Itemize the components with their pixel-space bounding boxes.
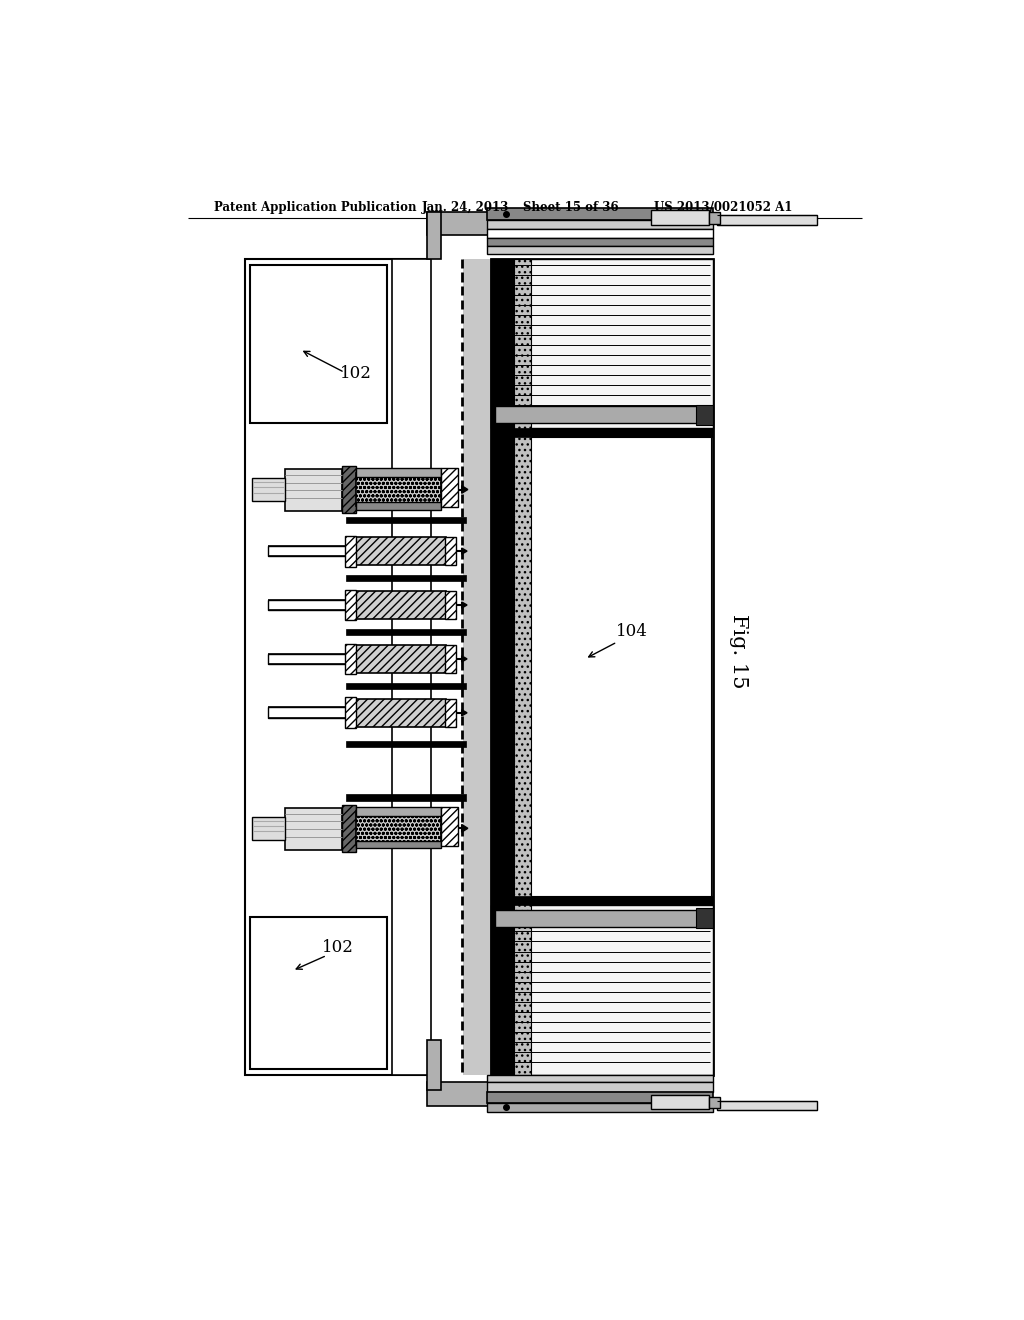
Bar	[267, 653, 444, 664]
Bar	[346, 741, 466, 747]
Bar	[427, 1040, 441, 1090]
Bar	[695, 405, 713, 425]
Bar	[252, 817, 285, 840]
Bar	[487, 1074, 713, 1082]
Bar	[487, 220, 713, 230]
Bar	[651, 210, 709, 226]
Bar	[427, 1082, 499, 1105]
Bar	[356, 841, 441, 849]
Bar	[487, 209, 713, 220]
Bar	[342, 805, 356, 853]
Polygon shape	[462, 548, 467, 554]
Bar	[245, 259, 429, 1074]
Bar	[444, 591, 457, 619]
Bar	[487, 230, 713, 239]
Bar	[285, 469, 342, 511]
Text: Patent Application Publication: Patent Application Publication	[214, 201, 416, 214]
Bar	[487, 1104, 713, 1113]
Bar	[250, 917, 387, 1069]
Bar	[392, 259, 431, 1074]
Bar	[356, 473, 441, 507]
Bar	[427, 213, 441, 259]
Bar	[356, 807, 441, 816]
Bar	[709, 1097, 720, 1107]
Bar	[490, 896, 713, 906]
Bar	[267, 599, 444, 610]
Polygon shape	[462, 710, 467, 715]
Bar	[487, 1092, 713, 1104]
Bar	[354, 537, 446, 565]
Bar	[354, 700, 446, 726]
Bar	[709, 211, 720, 224]
Bar	[487, 1082, 713, 1092]
Bar	[250, 264, 387, 422]
Bar	[267, 708, 444, 718]
Bar	[427, 213, 499, 235]
Bar	[346, 576, 466, 581]
Bar	[342, 466, 356, 513]
Bar	[490, 906, 713, 1074]
Text: 104: 104	[615, 623, 647, 640]
Polygon shape	[462, 656, 467, 663]
Bar	[495, 909, 709, 927]
Text: US 2013/0021052 A1: US 2013/0021052 A1	[654, 201, 793, 214]
Polygon shape	[462, 486, 468, 494]
Bar	[495, 407, 709, 424]
Bar	[651, 1096, 709, 1109]
Bar	[487, 239, 713, 246]
Bar	[346, 795, 466, 800]
Bar	[695, 908, 713, 928]
Text: Jan. 24, 2013: Jan. 24, 2013	[422, 201, 509, 214]
Polygon shape	[462, 602, 467, 609]
Text: 102: 102	[340, 364, 372, 381]
Bar	[444, 537, 457, 565]
Bar	[490, 259, 713, 428]
Bar	[346, 682, 466, 689]
Bar	[493, 437, 711, 896]
Bar	[354, 645, 446, 673]
Bar	[487, 246, 713, 253]
Polygon shape	[462, 825, 468, 832]
Bar	[463, 259, 493, 1074]
Bar	[345, 644, 356, 675]
Bar	[441, 469, 458, 507]
Bar	[490, 259, 713, 1074]
Bar	[441, 807, 458, 846]
Bar	[345, 536, 356, 566]
Text: 102: 102	[322, 939, 353, 956]
Bar	[267, 545, 444, 557]
Bar	[252, 478, 285, 502]
Bar	[346, 517, 466, 523]
Bar	[717, 215, 816, 224]
Bar	[285, 808, 342, 850]
Text: Sheet 15 of 36: Sheet 15 of 36	[523, 201, 618, 214]
Bar	[356, 469, 441, 478]
Bar	[493, 259, 514, 1074]
Bar	[717, 1101, 816, 1110]
Bar	[346, 628, 466, 635]
Bar	[354, 591, 446, 619]
Bar	[444, 700, 457, 726]
Bar	[345, 590, 356, 620]
Bar	[444, 645, 457, 673]
Bar	[514, 259, 531, 1074]
Bar	[356, 812, 441, 845]
Bar	[356, 502, 441, 510]
Bar	[345, 697, 356, 729]
Text: Fig. 15: Fig. 15	[729, 614, 749, 689]
Bar	[490, 428, 713, 437]
